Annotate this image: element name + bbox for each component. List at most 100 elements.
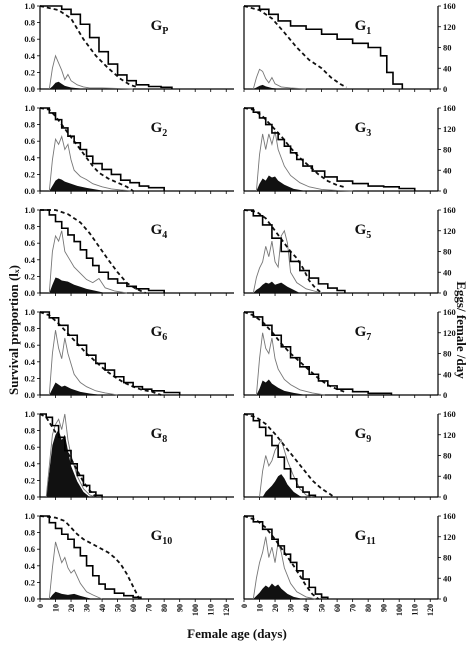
y2-tick-label: 0 — [443, 594, 447, 604]
x-tick-label: 30 — [83, 604, 92, 612]
x-tick-label: 0 — [36, 604, 45, 608]
panel-G9: 0 40 80 120 160 G9 — [243, 409, 456, 502]
fecundity-total-line — [255, 131, 353, 192]
fecundity-total-line — [252, 68, 307, 90]
y-tick-label: 0.4 — [24, 459, 35, 469]
survival-lx-line — [244, 311, 393, 395]
y2-tick-label: 120 — [443, 124, 456, 134]
y2-tick-label: 80 — [443, 247, 452, 257]
survival-lx-line — [244, 107, 416, 191]
y2-tick-label: 160 — [443, 409, 456, 419]
y2-tick-label: 120 — [443, 226, 456, 236]
panel-G4: 0.0 0.2 0.4 0.6 0.8 1.0 G4 — [24, 205, 234, 298]
fecundity-area — [49, 382, 103, 395]
y-tick-label: 0.8 — [24, 222, 35, 232]
y-tick-label: 0.4 — [24, 255, 35, 265]
y2-tick-label: 120 — [443, 430, 456, 440]
y2-tick-label: 120 — [443, 328, 456, 338]
panel-label-main: G — [355, 324, 367, 340]
x-tick-label: 80 — [160, 604, 169, 612]
y-tick-label: 0.2 — [24, 373, 35, 383]
y2-tick-label: 0 — [443, 390, 447, 400]
y2-tick-label: 80 — [443, 451, 452, 461]
y2-tick-label: 80 — [443, 43, 452, 53]
fecundity-total-line — [48, 230, 127, 294]
survival-lx-line — [244, 515, 329, 599]
reference-dashed-line — [243, 413, 335, 498]
panel-label-subscript: 9 — [366, 434, 371, 445]
panel-label-main: G — [355, 426, 367, 442]
x-tick-label: 80 — [364, 604, 373, 612]
y-tick-label: 1.0 — [24, 409, 35, 419]
y2-tick-label: 40 — [443, 573, 452, 583]
y-tick-label: 0.6 — [24, 544, 35, 554]
panel-G11: 0 40 80 120 160 G11 — [243, 511, 456, 604]
y-tick-label: 1.0 — [24, 1, 35, 11]
panel-label: G6 — [151, 324, 168, 343]
y2-tick-label: 0 — [443, 186, 447, 196]
x-tick-label: 50 — [318, 604, 327, 612]
x-tick-label: 10 — [256, 604, 265, 612]
panel-label-subscript: 10 — [162, 536, 172, 547]
x-tick-label: 100 — [191, 604, 200, 616]
panel-label-subscript: 8 — [162, 434, 167, 445]
reference-dashed-line — [243, 107, 347, 189]
panel-label: G11 — [355, 528, 376, 547]
fecundity-total-line — [45, 413, 97, 498]
panel-label-subscript: 6 — [162, 332, 167, 343]
panel-label-main: G — [355, 222, 367, 238]
fecundity-area — [49, 277, 106, 293]
y-tick-label: 0.2 — [24, 271, 35, 281]
y2-tick-label: 40 — [443, 471, 452, 481]
x-tick-label: 70 — [349, 604, 358, 612]
panel-label-main: G — [151, 426, 163, 442]
y2-tick-label: 40 — [443, 369, 452, 379]
panel-G5: 0 40 80 120 160 G5 — [243, 205, 456, 298]
panel-label: G9 — [355, 426, 372, 445]
panel-label-main: G — [151, 222, 163, 238]
y-tick-label: 1.0 — [24, 307, 35, 317]
reference-dashed-line — [39, 413, 97, 498]
y-tick-label: 0.0 — [24, 594, 35, 604]
y2-tick-label: 160 — [443, 205, 456, 215]
reference-dashed-line — [39, 107, 134, 192]
x-tick-label: 10 — [52, 604, 61, 612]
y-tick-label: 0.0 — [24, 84, 35, 94]
panel-label: G4 — [151, 222, 168, 241]
y2-tick-label: 40 — [443, 267, 452, 277]
fecundity-area — [253, 84, 282, 89]
fecundity-area — [262, 474, 303, 497]
survival-lx-line — [40, 311, 181, 395]
panel-label: GP — [151, 18, 169, 37]
survival-lx-line — [40, 209, 165, 293]
x-tick-label: 0 — [240, 604, 249, 608]
fecundity-area — [46, 429, 90, 497]
y-tick-label: 0.6 — [24, 340, 35, 350]
panel-label-subscript: 2 — [162, 128, 167, 139]
panel-GP: 0.0 0.2 0.4 0.6 0.8 1.0 GP — [24, 1, 234, 94]
fecundity-area — [256, 379, 307, 395]
fecundity-area — [49, 81, 90, 89]
y-tick-label: 0.2 — [24, 475, 35, 485]
fecundity-total-line — [48, 135, 134, 192]
x-tick-label: 30 — [287, 604, 296, 612]
panel-label: G5 — [355, 222, 372, 241]
panel-G6: 0.0 0.2 0.4 0.6 0.8 1.0 G6 — [24, 307, 234, 400]
y-tick-label: 0.6 — [24, 34, 35, 44]
x-tick-label: 20 — [271, 604, 280, 612]
panel-G3: 0 40 80 120 160 G3 — [243, 103, 456, 196]
panel-label-main: G — [151, 120, 163, 136]
x-tick-label: 40 — [302, 604, 311, 612]
reference-dashed-line — [243, 515, 320, 600]
y-tick-label: 1.0 — [24, 511, 35, 521]
y-tick-label: 0.8 — [24, 18, 35, 28]
y2-tick-label: 0 — [443, 288, 447, 298]
fecundity-total-line — [252, 229, 322, 294]
y2-tick-label: 160 — [443, 307, 456, 317]
panel-label-main: G — [355, 120, 367, 136]
fecundity-total-line — [48, 541, 103, 600]
panel-G1: 0 40 80 120 160 G1 — [243, 1, 456, 94]
fecundity-total-line — [48, 54, 134, 90]
panel-label-main: G — [151, 528, 163, 544]
fecundity-area — [256, 175, 307, 191]
